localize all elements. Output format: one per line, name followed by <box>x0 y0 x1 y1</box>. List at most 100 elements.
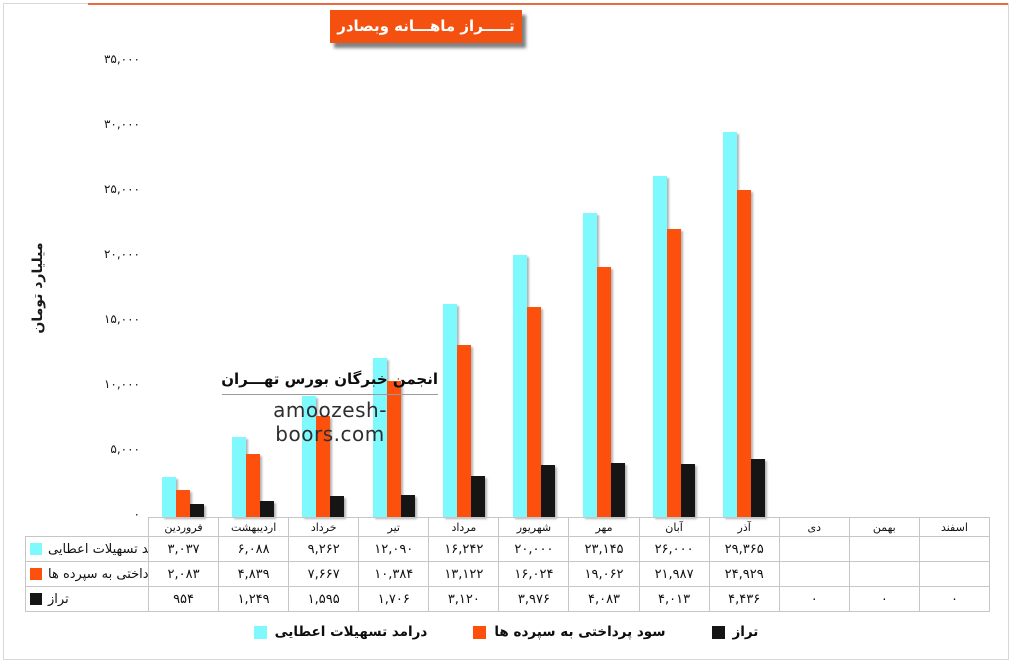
value-facilities-income-9: ۲۹,۳۶۵ <box>708 536 780 562</box>
value-deposits-interest-9: ۲۴,۹۲۹ <box>708 561 780 587</box>
value-facilities-income-6: ۲۰,۰۰۰ <box>498 536 570 562</box>
value-facilities-income-1: ۳,۰۳۷ <box>147 536 220 562</box>
watermark-divider <box>222 394 438 395</box>
bar-deposits-interest-7 <box>597 267 612 517</box>
bar-balance-3 <box>330 496 345 517</box>
value-balance-2: ۱,۲۴۹ <box>218 586 290 612</box>
month-header-6: شهریور <box>498 517 570 537</box>
legend-marker-deposits-interest-icon <box>473 625 487 639</box>
watermark: انجمن خبرگان بورس تهـــران amoozesh-boor… <box>221 370 438 446</box>
bar-deposits-interest-6 <box>526 307 541 517</box>
chart-title: تـــــراز ماهـــانه وبصادر <box>337 17 515 35</box>
row-label-facilities-income: درامد تسهیلات اعطایی <box>25 536 149 562</box>
y-tick-label-20000: ۲۰,۰۰۰ <box>103 247 140 261</box>
bar-deposits-interest-9 <box>737 190 752 517</box>
value-deposits-interest-3: ۷,۶۶۷ <box>288 561 360 587</box>
month-header-2: اردیبهشت <box>218 517 290 537</box>
month-header-10: دی <box>778 517 850 537</box>
y-tick-label-0: ۰ <box>133 507 140 521</box>
value-balance-8: ۴,۰۱۳ <box>638 586 710 612</box>
bar-deposits-interest-5 <box>456 345 471 517</box>
data-table: فروردین اردیبهشت خرداد تیر مرداد شهریور مهر آبا… <box>25 517 991 612</box>
value-balance-6: ۳,۹۷۶ <box>498 586 570 612</box>
legend-swatch-facilities-income-icon <box>30 543 42 555</box>
bar-balance-5 <box>470 476 485 517</box>
bar-facilities-income-2 <box>232 437 247 517</box>
legend-label-balance: تراز <box>732 624 759 640</box>
value-balance-9: ۴,۴۳۶ <box>708 586 780 612</box>
bar-deposits-interest-1 <box>176 490 191 517</box>
month-header-8: آبان <box>638 517 710 537</box>
value-balance-3: ۱,۵۹۵ <box>288 586 360 612</box>
month-header-4: تیر <box>358 517 430 537</box>
month-header-9: آذر <box>708 517 780 537</box>
value-facilities-income-10 <box>778 536 850 562</box>
value-balance-1: ۹۵۴ <box>147 586 220 612</box>
value-balance-12: ۰ <box>918 586 991 612</box>
bar-balance-7 <box>611 463 626 517</box>
value-deposits-interest-10 <box>778 561 850 587</box>
bar-deposits-interest-8 <box>667 229 682 517</box>
y-tick-label-5000: ۵,۰۰۰ <box>110 442 140 456</box>
month-header-11: بهمن <box>848 517 920 537</box>
bar-facilities-income-3 <box>302 396 317 517</box>
table-row-facilities-income: درامد تسهیلات اعطایی۳,۰۳۷۶,۰۸۸۹,۲۶۲۱۲,۰۹… <box>25 536 991 562</box>
legend-label-facilities-income: درامد تسهیلات اعطایی <box>274 624 428 640</box>
y-tick-label-30000: ۳۰,۰۰۰ <box>103 117 140 131</box>
value-facilities-income-4: ۱۲,۰۹۰ <box>358 536 430 562</box>
watermark-org-text: انجمن خبرگان بورس تهـــران <box>221 370 438 388</box>
month-header-7: مهر <box>568 517 640 537</box>
value-deposits-interest-12 <box>918 561 991 587</box>
bar-balance-4 <box>400 495 415 517</box>
table-row-deposits-interest: سود پرداختی به سپرده ها۲,۰۸۳۴,۸۳۹۷,۶۶۷۱۰… <box>25 561 991 587</box>
value-balance-4: ۱,۷۰۶ <box>358 586 430 612</box>
chart-legend: درامد تسهیلات اعطایی سود پرداختی به سپرده… <box>0 618 1012 646</box>
row-label-text: درامد تسهیلات اعطایی <box>48 541 149 557</box>
chart-title-banner: تـــــراز ماهـــانه وبصادر <box>330 10 522 43</box>
legend-entry-facilities-income: درامد تسهیلات اعطایی <box>253 624 428 640</box>
value-deposits-interest-6: ۱۶,۰۲۴ <box>498 561 570 587</box>
month-header-3: خرداد <box>288 517 360 537</box>
value-deposits-interest-4: ۱۰,۳۸۴ <box>358 561 430 587</box>
value-deposits-interest-7: ۱۹,۰۶۲ <box>568 561 640 587</box>
bar-facilities-income-6 <box>512 255 527 517</box>
bar-balance-9 <box>751 459 766 517</box>
y-tick-label-10000: ۱۰,۰۰۰ <box>103 377 140 391</box>
value-facilities-income-3: ۹,۲۶۲ <box>288 536 360 562</box>
value-deposits-interest-2: ۴,۸۳۹ <box>218 561 290 587</box>
bar-facilities-income-5 <box>442 304 457 517</box>
bar-balance-2 <box>260 501 275 517</box>
y-axis-title: میلیارد تومان <box>30 242 46 334</box>
bar-deposits-interest-4 <box>386 381 401 517</box>
bar-deposits-interest-2 <box>246 454 261 517</box>
bar-facilities-income-8 <box>653 176 668 517</box>
bar-balance-8 <box>681 464 696 517</box>
value-facilities-income-8: ۲۶,۰۰۰ <box>638 536 710 562</box>
month-header-1: فروردین <box>147 517 220 537</box>
value-balance-11: ۰ <box>848 586 920 612</box>
bar-facilities-income-9 <box>723 132 738 517</box>
value-balance-5: ۳,۱۲۰ <box>428 586 500 612</box>
value-balance-7: ۴,۰۸۳ <box>568 586 640 612</box>
bar-facilities-income-4 <box>372 358 387 517</box>
table-row-balance: تراز ۹۵۴ ۱,۲۴۹ ۱,۵۹۵ ۱,۷۰۶ ۳,۱۲۰ ۳,۹۷۶ ۴,۰۸۳ ۴,۰… <box>25 586 991 612</box>
value-facilities-income-11 <box>848 536 920 562</box>
y-tick-label-35000: ۳۵,۰۰۰ <box>103 52 140 66</box>
legend-entry-balance: تراز <box>711 624 759 640</box>
bar-facilities-income-7 <box>583 213 598 517</box>
legend-marker-balance-icon <box>711 625 725 639</box>
row-label-balance: تراز <box>25 586 149 612</box>
value-facilities-income-12 <box>918 536 991 562</box>
value-facilities-income-7: ۲۳,۱۴۵ <box>568 536 640 562</box>
legend-swatch-deposits-interest-icon <box>30 568 42 580</box>
legend-swatch-balance-icon <box>30 593 42 605</box>
bar-balance-1 <box>190 504 205 517</box>
row-label-text: تراز <box>48 591 69 607</box>
bar-facilities-income-1 <box>162 477 177 517</box>
plot-area <box>148 58 990 517</box>
value-deposits-interest-1: ۲,۰۸۳ <box>147 561 220 587</box>
bar-balance-6 <box>540 465 555 517</box>
month-header-5: مرداد <box>428 517 500 537</box>
value-balance-10: ۰ <box>778 586 850 612</box>
